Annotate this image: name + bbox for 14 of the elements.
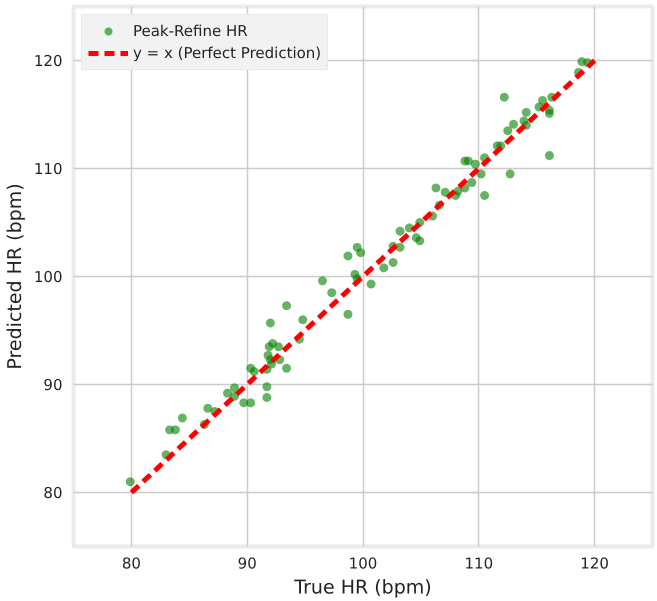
y-tick-label: 120 xyxy=(34,52,63,70)
x-tick-label: 100 xyxy=(348,554,378,572)
legend-label: Peak-Refine HR xyxy=(133,22,248,40)
x-tick-label: 80 xyxy=(122,554,141,572)
y-tick-label: 80 xyxy=(43,484,63,502)
x-tick-label: 120 xyxy=(580,554,609,572)
x-tick-label: 110 xyxy=(464,554,494,572)
y-tick-label: 90 xyxy=(43,376,63,394)
x-tick-label: 90 xyxy=(238,554,257,572)
legend-label: y = x (Perfect Prediction) xyxy=(133,44,322,62)
y-tick-label: 110 xyxy=(34,160,63,178)
y-tick-label: 100 xyxy=(34,268,63,286)
y-axis-title: Predicted HR (bpm) xyxy=(4,183,26,370)
x-axis-title: True HR (bpm) xyxy=(293,576,432,598)
